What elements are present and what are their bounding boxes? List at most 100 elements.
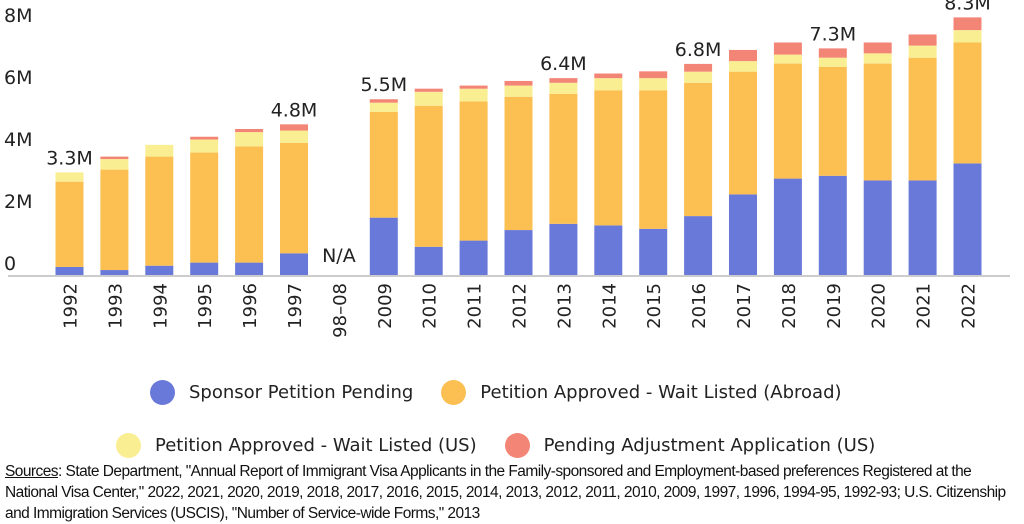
bar-segment-3 [55, 172, 84, 182]
bar-segment-2 [729, 71, 757, 195]
bar-segment-2 [594, 90, 623, 226]
x-tick-label: 2010 [420, 283, 441, 329]
y-tick-label: 0 [4, 253, 16, 275]
x-tick-label: 2011 [465, 283, 486, 329]
bar-segment-1 [190, 262, 219, 275]
bar-segment-4 [818, 48, 847, 58]
y-tick-label: 4M [4, 129, 32, 151]
bar-segment-2 [459, 101, 488, 241]
bar-segment-3 [863, 53, 892, 64]
bar-segment-2 [773, 63, 802, 179]
legend-label: Petition Approved - Wait Listed (US) [155, 435, 477, 456]
x-tick-label: 2016 [689, 283, 710, 329]
bar-segment-3 [414, 91, 443, 106]
stacked-bar-chart: 0 2M 4M 6M 8M 1992 1993 1994 1995 1996 1997 98–08 20… [4, 0, 1010, 338]
bar-segment-4 [235, 128, 264, 133]
bar-segment-2 [235, 146, 264, 263]
data-label: 4.8M [271, 99, 318, 121]
legend-dot-icon [150, 380, 175, 405]
bar-segment-2 [190, 152, 219, 263]
legend-row-2: Petition Approved - Wait Listed (US) Pen… [116, 433, 903, 458]
bar-segment-1 [100, 270, 129, 275]
data-label: 3.3M [46, 147, 93, 169]
bar-segment-1 [953, 163, 982, 275]
x-tick-label: 2019 [824, 283, 845, 329]
bar-segment-1 [235, 262, 264, 275]
bar-segment-2 [684, 82, 713, 217]
sources-note: Sources: State Department, "Annual Repor… [5, 461, 1024, 524]
bar-segment-4 [773, 42, 802, 55]
bar-segment-2 [280, 142, 308, 254]
x-tick-label: 2015 [644, 283, 665, 329]
bar-segment-3 [773, 54, 802, 64]
bar-segment-3 [100, 159, 129, 170]
bar-segment-2 [145, 156, 174, 266]
bar-segment-1 [549, 223, 578, 275]
bar-segment-3 [818, 57, 847, 67]
legend-label: Pending Adjustment Application (US) [543, 435, 876, 456]
bar-segment-3 [145, 144, 174, 157]
bar-segment-1 [504, 230, 533, 275]
x-tick-label: 1992 [61, 283, 82, 329]
data-label: 7.3M [809, 23, 856, 45]
bar-segment-3 [369, 102, 398, 112]
bar-segment-4 [504, 80, 533, 86]
bar-segment-2 [818, 66, 847, 176]
legend-item-waitlisted-us: Petition Approved - Wait Listed (US) [116, 433, 477, 458]
legend-label: Petition Approved - Wait Listed (Abroad) [480, 382, 842, 403]
legend-label: Sponsor Petition Pending [189, 382, 414, 403]
x-tick-label: 2022 [959, 283, 980, 329]
bar-segment-4 [863, 42, 892, 54]
x-tick-label: 2012 [510, 283, 531, 329]
bar-segment-3 [459, 88, 488, 102]
x-tick-label: 2021 [914, 283, 935, 329]
bar-segment-3 [639, 78, 668, 91]
bar-segment-4 [549, 78, 578, 83]
x-tick-label: 1996 [240, 283, 261, 329]
bar-segment-2 [639, 90, 668, 229]
data-label: 8.3M [944, 0, 991, 14]
bar-segment-4 [369, 99, 398, 103]
bar-segment-3 [235, 132, 264, 147]
bar-segment-4 [684, 63, 713, 72]
bar-segment-4 [414, 88, 443, 92]
x-tick-label: 1993 [105, 283, 126, 329]
bar-segment-1 [414, 246, 443, 275]
bar-segment-3 [729, 61, 757, 72]
legend-row-1: Sponsor Petition Pending Petition Approv… [150, 380, 870, 405]
data-label: N/A [322, 245, 356, 267]
bar-segment-4 [908, 34, 937, 46]
bar-segment-2 [504, 96, 533, 231]
x-tick-label: 2017 [734, 283, 755, 329]
bar-segment-1 [818, 175, 847, 275]
y-tick-label: 2M [4, 191, 32, 213]
x-tick-label: 2020 [869, 283, 890, 329]
y-tick-label: 6M [4, 67, 32, 89]
bar-segment-4 [190, 136, 219, 140]
bar-segment-1 [639, 228, 668, 275]
bar-segment-2 [908, 57, 937, 181]
data-label: 6.8M [675, 39, 722, 61]
bar-segment-1 [863, 180, 892, 275]
bar-segment-3 [190, 139, 219, 153]
bar-segment-2 [55, 181, 84, 267]
bar-segment-3 [684, 71, 713, 83]
bar-segment-3 [953, 30, 982, 43]
bar-segment-1 [55, 266, 84, 275]
bar-segment-3 [504, 85, 533, 97]
bar-segment-3 [280, 130, 308, 143]
x-tick-label: 2018 [779, 283, 800, 329]
x-tick-label: 1997 [285, 283, 306, 329]
x-tick-label: 1995 [195, 283, 216, 329]
bar-segment-2 [100, 169, 129, 271]
bar-segment-1 [773, 178, 802, 275]
y-tick-label: 8M [4, 5, 32, 27]
bar-segment-4 [594, 73, 623, 79]
legend-dot-icon [441, 380, 467, 405]
bar-segment-1 [729, 194, 757, 275]
legend-dot-icon [504, 433, 530, 458]
x-tick-label: 2014 [599, 283, 620, 329]
bar-segment-3 [594, 78, 623, 91]
bar-segment-2 [369, 111, 398, 218]
bar-segment-4 [639, 71, 668, 79]
